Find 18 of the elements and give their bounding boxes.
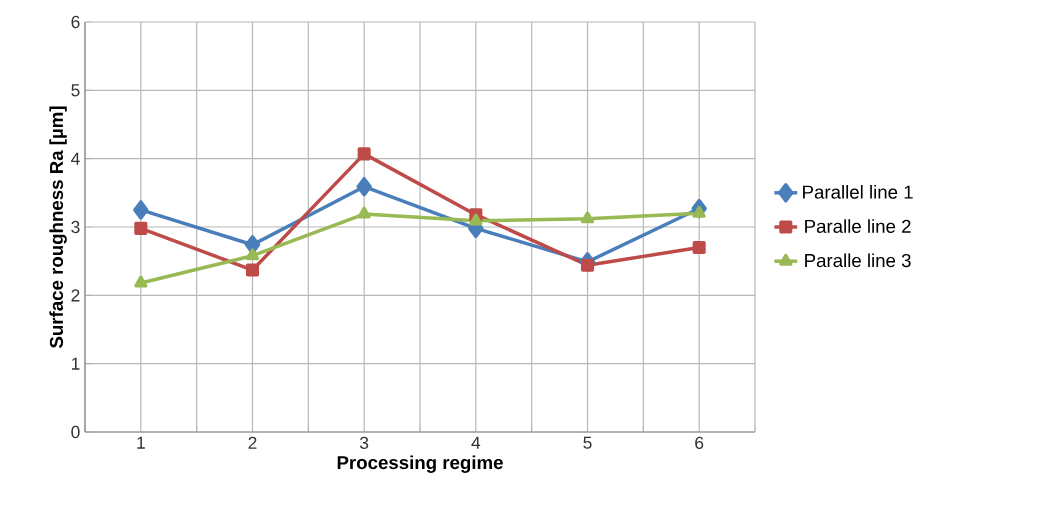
x-tick-label: 2	[248, 436, 257, 449]
y-tick-label: 1	[71, 357, 80, 370]
legend-label: Paralle line 3	[805, 253, 911, 268]
y-tick-label: 3	[71, 220, 80, 234]
x-tick-label: 4	[471, 436, 481, 449]
x-tick-label: 1	[137, 436, 145, 449]
x-tick-label: 5	[583, 436, 592, 449]
x-tick-label: 6	[695, 436, 704, 449]
y-tick-label: 0	[71, 425, 80, 439]
y-tick-label: 2	[71, 289, 80, 302]
y-tick-label: 4	[71, 152, 80, 165]
y-tick-label: 6	[71, 15, 80, 29]
y-axis-title: Surface roughness Ra [µm]	[49, 106, 67, 349]
legend-label: Parallel line 1	[803, 185, 913, 199]
y-tick-label: 5	[71, 84, 80, 97]
x-axis-title: Processing regime	[337, 455, 503, 473]
legend-label: Paralle line 2	[805, 219, 911, 233]
x-tick-label: 3	[360, 436, 369, 449]
